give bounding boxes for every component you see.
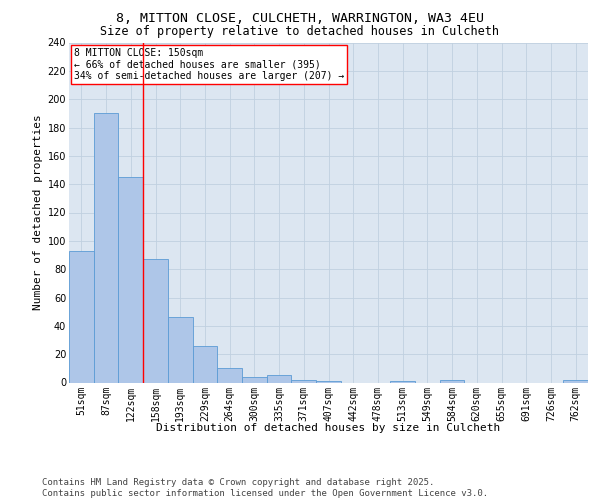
Bar bbox=[193, 346, 217, 383]
Bar bbox=[292, 380, 316, 382]
Bar bbox=[168, 318, 193, 382]
Text: Contains HM Land Registry data © Crown copyright and database right 2025.
Contai: Contains HM Land Registry data © Crown c… bbox=[42, 478, 488, 498]
Bar bbox=[118, 177, 143, 382]
Bar bbox=[242, 377, 267, 382]
Bar bbox=[267, 376, 292, 382]
Bar bbox=[390, 381, 415, 382]
Text: Size of property relative to detached houses in Culcheth: Size of property relative to detached ho… bbox=[101, 25, 499, 38]
Bar bbox=[217, 368, 242, 382]
Bar bbox=[563, 380, 588, 382]
Bar bbox=[69, 251, 94, 382]
Bar bbox=[440, 380, 464, 382]
X-axis label: Distribution of detached houses by size in Culcheth: Distribution of detached houses by size … bbox=[157, 424, 500, 434]
Y-axis label: Number of detached properties: Number of detached properties bbox=[34, 114, 43, 310]
Text: 8, MITTON CLOSE, CULCHETH, WARRINGTON, WA3 4EU: 8, MITTON CLOSE, CULCHETH, WARRINGTON, W… bbox=[116, 12, 484, 26]
Bar bbox=[143, 259, 168, 382]
Text: 8 MITTON CLOSE: 150sqm
← 66% of detached houses are smaller (395)
34% of semi-de: 8 MITTON CLOSE: 150sqm ← 66% of detached… bbox=[74, 48, 344, 81]
Bar bbox=[316, 381, 341, 382]
Bar bbox=[94, 114, 118, 382]
